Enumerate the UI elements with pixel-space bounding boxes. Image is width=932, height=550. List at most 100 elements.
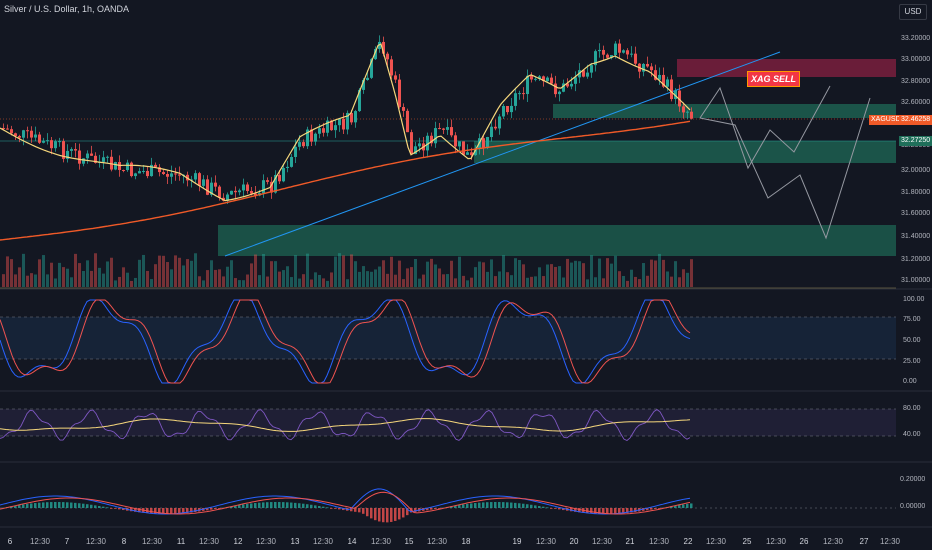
macd-histogram-bar [234,505,237,508]
xag-sell-label[interactable]: XAG SELL [747,71,800,87]
candle [198,173,201,186]
volume-bar [178,257,181,287]
candle [458,141,461,147]
macd-histogram-bar [570,508,573,512]
candle [302,142,305,147]
macd-histogram-bar [354,508,357,512]
candle [166,174,169,177]
macd-histogram-bar [434,508,437,509]
volume-bar [406,268,409,287]
volume-bar [270,261,273,287]
volume-bar [274,261,277,287]
candle [274,174,277,193]
time-axis-label: 18 [461,537,471,546]
macd-axis-label: 0.00000 [900,503,926,510]
candle [314,133,317,142]
macd-histogram-bar [690,503,693,508]
candle [294,146,297,157]
volume-bar [154,264,157,287]
demand-zone [474,141,896,163]
volume-bar [246,274,249,287]
volume-bar [402,279,405,287]
candle [110,156,113,170]
volume-bar [562,277,565,287]
macd-histogram-bar [194,508,197,513]
candle [566,83,569,87]
candle [26,130,29,132]
macd-histogram-bar [206,508,209,511]
stoch-axis-label: 25.00 [903,358,921,365]
macd-histogram-bar [70,502,73,508]
volume-bar [306,253,309,287]
candle [282,168,285,182]
candle [442,128,445,130]
candle [286,166,289,169]
macd-histogram-bar [262,502,265,508]
macd-histogram-bar [514,502,517,508]
macd-histogram-bar [450,506,453,508]
candle [74,149,77,151]
candle [38,134,41,143]
candle [358,89,361,112]
macd-histogram-bar [502,502,505,508]
volume-bar [374,269,377,287]
candle [114,162,117,170]
macd-histogram-bar [594,508,597,514]
time-axis-label: 14 [347,537,357,546]
candle [654,70,657,80]
candle [558,91,561,95]
candle [174,173,177,175]
macd-histogram-bar [246,503,249,508]
candle [262,180,265,194]
price-axis-label: 32.60000 [901,99,931,106]
macd-histogram-bar [506,502,509,508]
macd-histogram-bar [158,508,161,514]
macd-histogram-bar [554,508,557,509]
volume-bar [650,259,653,287]
macd-histogram-bar [522,503,525,508]
macd-histogram-bar [370,508,373,519]
volume-bar [446,274,449,287]
last-price-tag: 32.46258 [899,115,932,125]
time-axis-label: 13 [290,537,300,546]
candle [130,162,133,177]
volume-bar [566,258,569,287]
volume-bar [382,260,385,287]
macd-histogram-bar [518,503,521,508]
rsi-axis-label: 80.00 [903,405,921,412]
candle [278,174,281,182]
volume-bar [582,263,585,287]
volume-bar [150,279,153,287]
volume-bar [230,260,233,287]
volume-bar [234,278,237,287]
candle [438,128,441,130]
candle [346,112,349,130]
time-axis-label: 12:30 [591,537,613,546]
volume-bar [498,271,501,287]
price-axis-label: 33.20000 [901,35,931,42]
time-axis-label: 22 [683,537,693,546]
candle [338,118,341,126]
symbol-title[interactable]: Silver / U.S. Dollar, 1h, OANDA [4,4,130,14]
volume-bar [58,262,61,287]
macd-histogram-bar [358,508,361,513]
volume-bar [82,270,85,287]
time-axis-label: 19 [512,537,522,546]
macd-histogram-bar [326,507,329,509]
volume-bar [670,276,673,287]
volume-bar [94,253,97,287]
macd-axis-label: 0.20000 [900,476,926,483]
candle [522,93,525,95]
time-axis-label: 12 [233,537,243,546]
volume-bar [522,264,525,287]
candle [586,72,589,77]
macd-histogram-bar [558,508,561,510]
currency-button[interactable]: USD [899,4,927,20]
candle [374,49,377,60]
candle [434,128,437,144]
candle [502,105,505,117]
price-axis-label: 31.40000 [901,233,931,240]
macd-histogram-bar [498,502,501,508]
candle [430,135,433,144]
